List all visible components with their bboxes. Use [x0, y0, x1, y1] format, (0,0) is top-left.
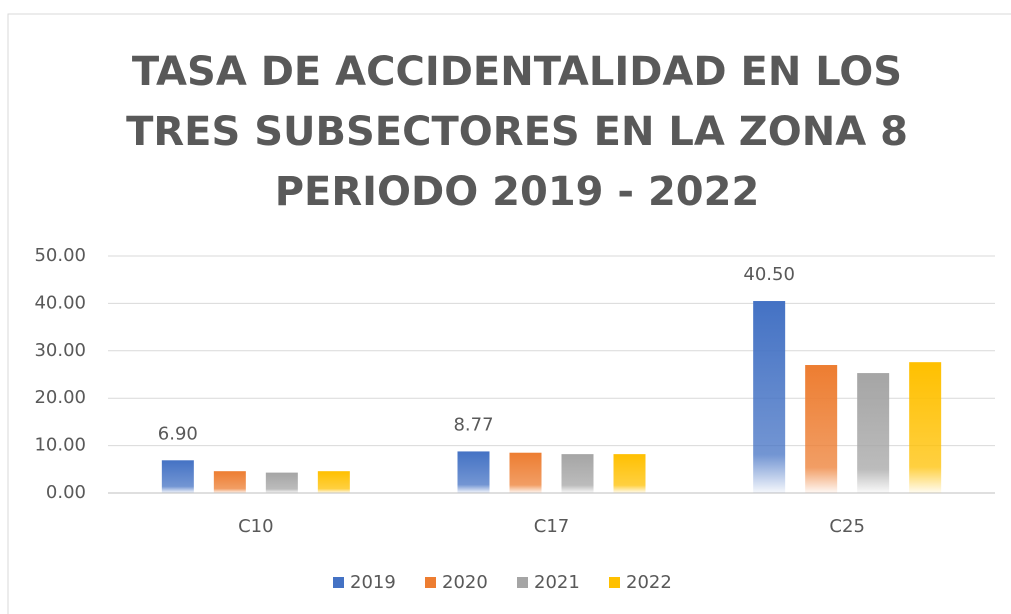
- x-tick-label: C10: [238, 516, 273, 537]
- bar: [509, 452, 542, 493]
- y-tick-label: 50.00: [34, 245, 86, 266]
- legend-label: 2020: [442, 572, 488, 593]
- data-label: 6.90: [158, 423, 198, 444]
- bar: [161, 460, 194, 493]
- legend-label: 2022: [626, 572, 672, 593]
- bar: [613, 454, 646, 493]
- bar: [213, 471, 246, 493]
- y-tick-label: 0.00: [46, 482, 86, 503]
- legend-label: 2021: [534, 572, 580, 593]
- bar: [265, 472, 298, 493]
- y-tick-label: 40.00: [34, 292, 86, 313]
- bar: [805, 365, 838, 493]
- bar: [753, 301, 786, 493]
- legend-swatch: [517, 577, 528, 588]
- legend-swatch: [609, 577, 620, 588]
- legend-swatch: [425, 577, 436, 588]
- bar: [457, 451, 490, 493]
- bar: [561, 454, 594, 493]
- data-label: 8.77: [453, 414, 493, 435]
- legend-label: 2019: [350, 572, 396, 593]
- y-tick-label: 20.00: [34, 387, 86, 408]
- bar: [909, 362, 942, 493]
- bar: [857, 373, 890, 493]
- x-tick-label: C17: [534, 516, 569, 537]
- y-tick-label: 10.00: [34, 435, 86, 456]
- bar: [317, 471, 350, 493]
- chart-title: TASA DE ACCIDENTALIDAD EN LOS TRES SUBSE…: [126, 49, 908, 215]
- chart-frame: [7, 13, 1011, 614]
- data-label: 40.50: [743, 264, 795, 285]
- x-tick-label: C25: [829, 516, 864, 537]
- legend-swatch: [333, 577, 344, 588]
- y-tick-label: 30.00: [34, 340, 86, 361]
